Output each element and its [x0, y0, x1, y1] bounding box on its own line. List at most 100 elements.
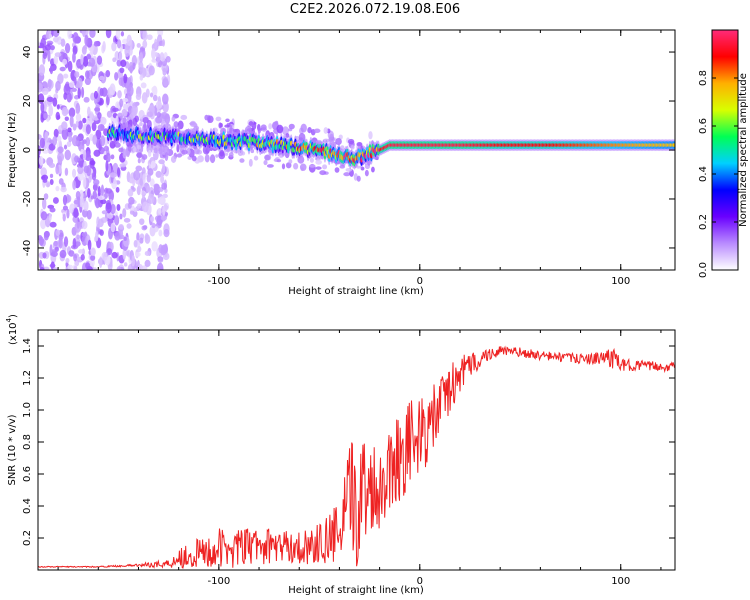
- snr-xtick-label: 100: [611, 576, 630, 587]
- spectrogram-noise-blob: [67, 60, 73, 72]
- spectrogram-noise-blob: [79, 160, 85, 168]
- spectrogram-noise-blob: [72, 179, 77, 190]
- spectrogram-noise-blob: [55, 229, 61, 237]
- spectrogram-ridge-core: [672, 143, 675, 147]
- spectrogram-noise-blob: [135, 93, 142, 101]
- spectrogram-noise-blob: [68, 81, 75, 88]
- spectrogram-noise-blob: [144, 234, 151, 244]
- spectrogram-noise-blob: [97, 185, 101, 198]
- spectrogram-noise-blob: [119, 213, 123, 220]
- spectrogram-noise-blob: [43, 100, 47, 112]
- snr-ytick-label: 0.8: [22, 434, 33, 450]
- spectrogram-noise-blob: [60, 38, 66, 47]
- spectrogram-noise-blob: [334, 167, 340, 173]
- spectrogram-noise-blob: [83, 45, 88, 51]
- spectrogram-noise-blob: [39, 267, 45, 270]
- spectrogram-noise-blob: [55, 185, 60, 192]
- spectrogram-noise-blob: [162, 162, 166, 174]
- spectrogram-noise-blob: [119, 98, 124, 108]
- spectrogram-noise-blob: [68, 250, 75, 257]
- spectrogram-noise-blob: [160, 215, 168, 221]
- spectrogram-noise-blob: [345, 167, 353, 172]
- spectrogram-noise-blob: [253, 155, 259, 161]
- spectrogram-noise-blob: [150, 216, 155, 222]
- spectrogram-noise-blob: [117, 112, 122, 117]
- spectrogram-noise-blob: [170, 155, 177, 163]
- snr-plot-area: [38, 345, 675, 569]
- spectrogram-noise-blob: [129, 64, 133, 74]
- spectrogram-noise-blob: [72, 32, 79, 44]
- spectrogram-noise-blob: [141, 190, 145, 200]
- spectrogram-noise-blob: [114, 72, 119, 81]
- spectrogram-noise-blob: [145, 88, 150, 98]
- spectrogram-noise-blob: [54, 52, 62, 58]
- spectrogram-noise-blob: [46, 96, 54, 103]
- svg-text:(x104): (x104): [5, 314, 19, 345]
- spectrogram-noise-blob: [95, 230, 99, 242]
- spectrogram-noise-blob: [176, 143, 180, 153]
- spectrogram-noise-blob: [161, 182, 167, 190]
- spectrogram-noise-blob: [65, 258, 70, 264]
- spectrogram-noise-blob: [146, 174, 151, 183]
- snr-xlabel: Height of straight line (km): [288, 585, 424, 596]
- spectrogram-noise-blob: [52, 197, 59, 204]
- spectrogram-noise-blob: [75, 120, 79, 128]
- spectrogram-noise-blob: [111, 42, 117, 52]
- spectrogram-noise-blob: [215, 116, 222, 122]
- spectrogram-noise-blob: [114, 232, 121, 241]
- spectrogram-noise-blob: [156, 112, 162, 118]
- spectrogram-noise-blob: [86, 164, 92, 177]
- spectrogram-noise-blob: [313, 128, 321, 134]
- spectrogram-noise-blob: [77, 77, 83, 89]
- spectrogram-noise-blob: [157, 197, 164, 205]
- spectrogram-noise-blob: [141, 201, 149, 213]
- spectrogram-noise-blob: [165, 55, 171, 63]
- spectrogram-noise-blob: [288, 123, 295, 130]
- spectrogram-noise-blob: [64, 167, 69, 176]
- spectrogram-noise-blob: [53, 55, 59, 65]
- colorbar-label: Normalized spectral amplitude: [738, 73, 749, 227]
- spectrogram-noise-blob: [54, 246, 59, 252]
- spectrogram-noise-blob: [93, 179, 100, 186]
- spectrogram-noise-blob: [162, 67, 167, 76]
- spectrogram-noise-blob: [62, 205, 69, 211]
- spectrogram-noise-blob: [155, 170, 162, 178]
- spectrogram-noise-blob: [83, 96, 90, 103]
- spectrogram-noise-blob: [93, 90, 98, 99]
- spectrogram-noise-blob: [47, 78, 52, 89]
- spectrogram-noise-blob: [66, 92, 72, 103]
- spectrogram-noise-blob: [115, 115, 119, 127]
- spectrogram-noise-blob: [39, 137, 46, 149]
- spectrogram-noise-blob: [72, 237, 77, 249]
- spectrogram-noise-blob: [99, 116, 107, 126]
- spectrogram-noise-blob: [61, 127, 69, 140]
- spectrogram-noise-blob: [139, 237, 144, 244]
- spectrogram-noise-blob: [137, 264, 143, 270]
- snr-axes: -100 0 100 0.2 0.4 0.6 0.8 1.0 1.2 1.4: [22, 330, 675, 587]
- spectrogram-noise-blob: [343, 172, 351, 177]
- colorbar-tick-label: 0.0: [698, 262, 709, 278]
- spectrogram-noise-blob: [82, 56, 89, 67]
- spectrogram-noise-blob: [52, 36, 59, 43]
- spectrogram-noise-blob: [87, 187, 91, 199]
- spectrogram-noise-blob: [93, 149, 101, 157]
- spectrogram-noise-blob: [136, 144, 142, 150]
- spectrogram-noise-blob: [73, 253, 78, 262]
- colorbar: 0.0 0.2 0.4 0.6 0.8 Normalized spectral ampl…: [698, 29, 749, 278]
- spectrogram-noise-blob: [38, 82, 43, 93]
- spectrogram-noise-blob: [309, 157, 314, 163]
- spectrogram-noise-blob: [193, 148, 200, 155]
- spectrogram-noise-blob: [123, 217, 131, 223]
- spectrogram-noise-blob: [274, 120, 279, 125]
- spectrogram-noise-blob: [91, 172, 97, 181]
- spectrogram-noise-blob: [356, 142, 363, 147]
- spectrogram-noise-blob: [266, 164, 274, 168]
- spectrogram-noise-blob: [61, 106, 69, 117]
- snr-ytick-label: 0.6: [22, 466, 33, 482]
- spectrogram-noise-blob: [142, 40, 148, 49]
- spectrogram-noise-blob: [81, 30, 89, 37]
- snr-xtick-label: 0: [417, 576, 423, 587]
- spectrogram-noise-blob: [81, 220, 88, 230]
- spectrogram-noise-blob: [368, 131, 373, 140]
- snr-frame: [37, 329, 676, 571]
